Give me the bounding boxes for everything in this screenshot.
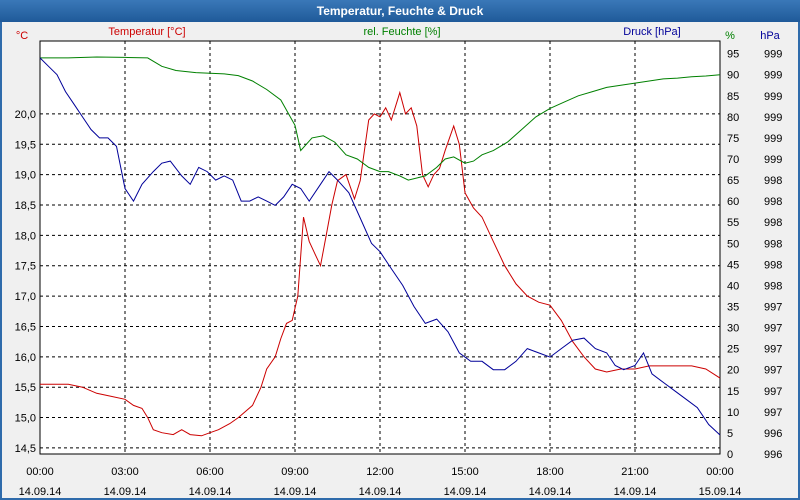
- x-tick-date: 14.09.14: [614, 486, 657, 498]
- humidity-line: [40, 56, 721, 181]
- pressure-legend: Druck [hPa]: [623, 26, 680, 38]
- pressure-tick: 997: [764, 386, 782, 398]
- humidity-tick: 75: [727, 133, 739, 145]
- x-tick-date: 14.09.14: [104, 486, 147, 498]
- humidity-tick: 45: [727, 259, 739, 271]
- temperature-line: [40, 90, 721, 437]
- x-tick-time: 15:00: [451, 466, 479, 478]
- pressure-tick: 999: [764, 112, 782, 124]
- temperature-tick: 15,0: [15, 413, 36, 425]
- grid-lines: [40, 41, 720, 454]
- temperature-tick: 14,5: [15, 443, 36, 455]
- humidity-unit-label: %: [725, 30, 735, 42]
- x-tick-time: 00:00: [26, 466, 54, 478]
- humidity-tick: 10: [727, 407, 739, 419]
- axis-labels: °C Temperatur [°C] rel. Feuchte [%] Druc…: [16, 26, 781, 42]
- temperature-tick: 19,5: [15, 139, 36, 151]
- pressure-tick: 997: [764, 344, 782, 356]
- pressure-tick: 997: [764, 365, 782, 377]
- pressure-tick: 999: [764, 91, 782, 103]
- temperature-tick: 17,0: [15, 291, 36, 303]
- pressure-tick: 998: [764, 259, 782, 271]
- humidity-tick: 85: [727, 91, 739, 103]
- pressure-tick: 996: [764, 449, 782, 461]
- temperature-tick: 19,0: [15, 170, 36, 182]
- humidity-legend: rel. Feuchte [%]: [363, 26, 440, 38]
- temperature-tick: 15,5: [15, 382, 36, 394]
- pressure-tick: 996: [764, 428, 782, 440]
- pressure-tick: 997: [764, 407, 782, 419]
- humidity-tick: 50: [727, 238, 739, 250]
- humidity-tick: 95: [727, 49, 739, 61]
- humidity-tick: 30: [727, 323, 739, 335]
- x-tick-date: 15.09.14: [699, 486, 742, 498]
- humidity-tick: 5: [727, 428, 733, 440]
- temperature-tick: 18,5: [15, 200, 36, 212]
- window-title: Temperatur, Feuchte & Druck: [0, 0, 800, 22]
- x-tick-date: 14.09.14: [274, 486, 317, 498]
- pressure-tick: 998: [764, 175, 782, 187]
- x-tick-time: 18:00: [536, 466, 564, 478]
- humidity-tick: 15: [727, 386, 739, 398]
- humidity-tick: 90: [727, 70, 739, 82]
- pressure-line: [39, 57, 721, 436]
- x-tick-date: 14.09.14: [19, 486, 62, 498]
- chart-svg: 00:00 14.09.14 03:00 14.09.14 06:00 14.09.14 0…: [15, 26, 783, 498]
- x-tick-time: 03:00: [111, 466, 139, 478]
- x-tick-date: 14.09.14: [444, 486, 487, 498]
- temperature-unit-label: °C: [16, 30, 28, 42]
- pressure-tick: 999: [764, 133, 782, 145]
- humidity-tick: 0: [727, 449, 733, 461]
- humidity-tick: 55: [727, 217, 739, 229]
- humidity-tick: 35: [727, 302, 739, 314]
- tick-labels: 00:00 14.09.14 03:00 14.09.14 06:00 14.09.14 0…: [15, 49, 783, 498]
- chart-client-area: 00:00 14.09.14 03:00 14.09.14 06:00 14.09.14 0…: [2, 22, 798, 498]
- pressure-tick: 999: [764, 70, 782, 82]
- x-tick-time: 21:00: [621, 466, 649, 478]
- pressure-tick: 999: [764, 49, 782, 61]
- pressure-tick: 999: [764, 154, 782, 166]
- x-tick-time: 12:00: [366, 466, 394, 478]
- series-group: [39, 56, 721, 437]
- x-tick-time: 06:00: [196, 466, 224, 478]
- temperature-tick: 16,0: [15, 352, 36, 364]
- temperature-tick: 17,5: [15, 261, 36, 273]
- humidity-tick: 65: [727, 175, 739, 187]
- pressure-tick: 997: [764, 323, 782, 335]
- humidity-tick: 20: [727, 365, 739, 377]
- humidity-tick: 80: [727, 112, 739, 124]
- humidity-tick: 60: [727, 196, 739, 208]
- humidity-tick: 40: [727, 280, 739, 292]
- pressure-unit-label: hPa: [760, 30, 780, 42]
- temperature-legend: Temperatur [°C]: [108, 26, 185, 38]
- pressure-tick: 998: [764, 238, 782, 250]
- x-tick-time: 09:00: [281, 466, 309, 478]
- x-tick-date: 14.09.14: [529, 486, 572, 498]
- temperature-tick: 20,0: [15, 109, 36, 121]
- pressure-tick: 998: [764, 280, 782, 292]
- x-tick-date: 14.09.14: [359, 486, 402, 498]
- humidity-tick: 70: [727, 154, 739, 166]
- x-tick-date: 14.09.14: [189, 486, 232, 498]
- pressure-tick: 998: [764, 217, 782, 229]
- x-tick-time: 00:00: [706, 466, 734, 478]
- humidity-tick: 25: [727, 344, 739, 356]
- temperature-tick: 18,0: [15, 230, 36, 242]
- pressure-tick: 998: [764, 196, 782, 208]
- pressure-tick: 997: [764, 302, 782, 314]
- temperature-tick: 16,5: [15, 321, 36, 333]
